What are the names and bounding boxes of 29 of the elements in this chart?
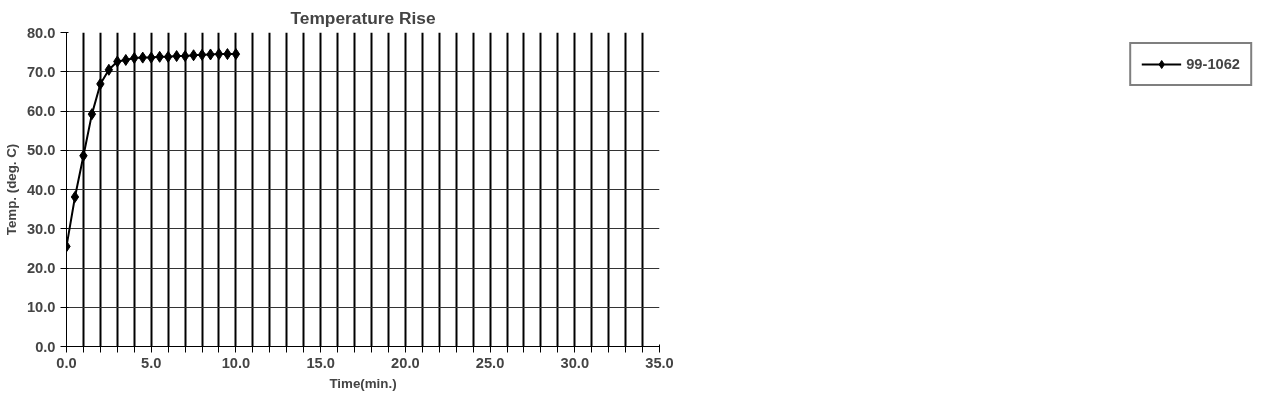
x-tick-label: 10.0 <box>221 354 251 371</box>
y-tick-label: 60.0 <box>26 103 56 119</box>
point <box>214 48 224 61</box>
chart-title: Temperature Rise <box>290 7 436 28</box>
x-tick-label: 25.0 <box>475 354 505 371</box>
x-tick-label: 20.0 <box>391 354 420 371</box>
x-tick-label: 15.0 <box>306 354 335 371</box>
point <box>180 50 190 63</box>
y-tick-label: 30.0 <box>26 220 56 237</box>
legend-label: 99-1062 <box>1186 56 1240 72</box>
y-tick-label: 50.0 <box>26 142 56 159</box>
y-axis-title: Temp. (deg. C) <box>3 143 19 236</box>
point <box>163 50 173 63</box>
point <box>231 48 241 61</box>
x-tick-label: 35.0 <box>645 354 674 371</box>
y-tick-label: 80.0 <box>26 24 56 41</box>
point <box>104 63 114 76</box>
y-tick-label: 70.0 <box>26 63 56 80</box>
x-tick-label: 5.0 <box>141 354 162 371</box>
point <box>87 108 97 121</box>
point <box>197 48 207 61</box>
y-tick-label: 20.0 <box>26 260 56 276</box>
point <box>70 190 80 203</box>
x-tick-label: 30.0 <box>560 354 590 371</box>
y-tick-label: 40.0 <box>26 181 56 198</box>
y-tick-label: 10.0 <box>26 299 56 316</box>
x-tick-label: 0.0 <box>56 354 77 371</box>
x-axis-title: Time(min.) <box>329 375 397 391</box>
y-tick-label: 0.0 <box>35 338 56 355</box>
